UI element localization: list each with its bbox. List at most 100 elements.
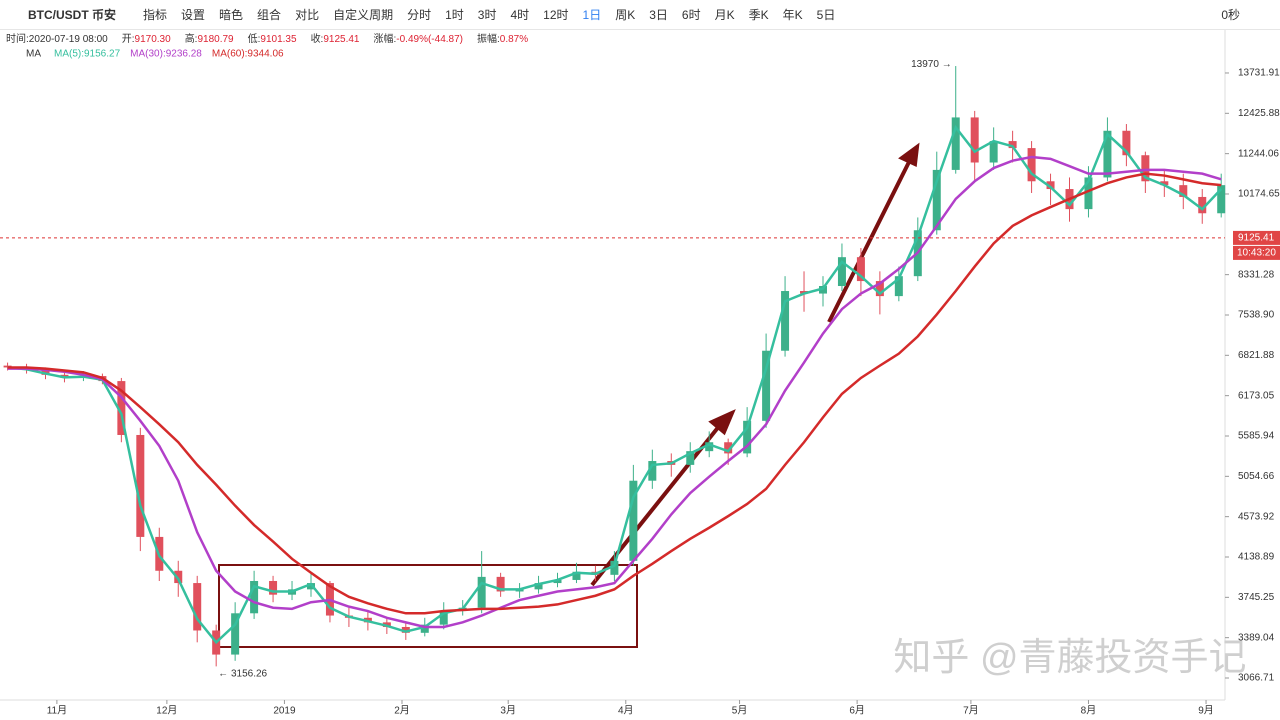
candle-body: [1141, 155, 1150, 182]
candle-body: [1122, 130, 1131, 156]
period-button[interactable]: 12时: [543, 8, 569, 22]
candle-body: [762, 350, 771, 421]
period-button[interactable]: 周K: [615, 8, 636, 22]
box: [218, 564, 638, 648]
countdown-box: [1233, 245, 1280, 260]
info-label: 振幅:: [477, 32, 500, 45]
tool-button[interactable]: 对比: [295, 8, 320, 22]
period-button[interactable]: 1日: [582, 8, 602, 22]
y-tick-label: 6173.05: [1238, 390, 1275, 401]
tool-button[interactable]: 自定义周期: [333, 8, 394, 22]
legend-entry: MA(30):9236.28: [130, 49, 202, 60]
y-tick-label: 7538.90: [1238, 310, 1275, 321]
period-button[interactable]: 5日: [816, 8, 836, 22]
info-value: 9101.35: [260, 34, 297, 45]
period-button[interactable]: 6时: [681, 8, 701, 22]
price-box: [1233, 230, 1280, 245]
x-tick-label: 2月: [394, 705, 410, 717]
price-label: 9125.41: [1238, 233, 1275, 244]
candle-body: [231, 613, 240, 655]
info-value: 9180.79: [197, 34, 234, 45]
candle-body: [894, 276, 903, 297]
candle-body: [1027, 148, 1036, 182]
period-button[interactable]: 年K: [782, 8, 803, 22]
candle-body: [932, 169, 941, 231]
tool-button[interactable]: 指标: [143, 8, 168, 22]
x-tick-label: 5月: [732, 705, 748, 717]
period-button[interactable]: 分时: [407, 8, 432, 22]
indicator-name: MA: [26, 49, 41, 60]
countdown-label: 10:43:20: [1237, 248, 1276, 259]
period-button[interactable]: 4时: [510, 8, 530, 22]
candle-body: [989, 141, 998, 163]
info-value: 2020-07-19 08:00: [29, 34, 108, 45]
info-value: -0.49%(-44.87): [396, 34, 463, 45]
min-label: ← 3156.26: [218, 668, 267, 679]
y-tick-label: 10174.65: [1238, 189, 1280, 200]
y-tick-label: 12425.88: [1238, 108, 1280, 119]
symbol[interactable]: BTC/USDT 币安: [28, 8, 116, 22]
candle-body: [401, 626, 410, 633]
candle-body: [856, 257, 865, 282]
info-label: 时间:: [6, 32, 29, 45]
info-label: 开:: [122, 34, 135, 45]
info-item: 收:9125.41: [311, 32, 360, 45]
period-button[interactable]: 3时: [477, 8, 497, 22]
candle-body: [951, 117, 960, 170]
candle-body: [705, 442, 714, 452]
tool-button[interactable]: 设置: [181, 8, 206, 22]
x-tick-label: 4月: [618, 705, 634, 717]
candle-body: [496, 576, 505, 592]
candle-body: [629, 480, 638, 561]
candle-body: [117, 381, 126, 435]
y-tick-label: 3745.25: [1238, 592, 1275, 603]
candle-body: [136, 434, 145, 537]
min-arrow: ←: [218, 668, 231, 679]
candle-body: [724, 442, 733, 454]
tool-button[interactable]: 暗色: [219, 8, 244, 22]
info-value: 9125.41: [323, 34, 360, 45]
period-button[interactable]: 季K: [748, 8, 769, 22]
info-item: 时间:2020-07-19 08:00: [6, 32, 108, 45]
candle-body: [837, 257, 846, 287]
candle-body: [553, 579, 562, 584]
tools: 指标 设置 暗色 组合 对比 自定义周期: [136, 6, 400, 23]
candle-body: [1179, 185, 1188, 197]
y-tick-label: 3389.04: [1238, 632, 1275, 643]
candle-body: [477, 576, 486, 608]
candle-body: [1198, 196, 1207, 214]
period-button[interactable]: 月K: [714, 8, 735, 22]
y-tick-label: 11244.06: [1238, 148, 1279, 159]
x-tick-label: 12月: [156, 705, 177, 717]
info: 时间:2020-07-19 08:00 开:9170.30 高:9180.79 低:9…: [6, 32, 528, 45]
watermark: 知乎 @青藤投资手记: [893, 637, 1246, 679]
candle-body: [1217, 185, 1226, 214]
candle-body: [174, 570, 183, 584]
period-button[interactable]: 1时: [445, 8, 464, 22]
info-item: 开:9170.30: [122, 34, 171, 45]
y-tick-label: 13731.91: [1238, 68, 1280, 79]
timer: 0秒: [1221, 8, 1240, 22]
y-tick-label: 5585.94: [1238, 431, 1275, 442]
info-label: 高:: [185, 32, 198, 45]
arrows: [590, 142, 920, 587]
candle-body: [686, 451, 695, 465]
max-label: 13970 →: [911, 59, 952, 70]
candle-body: [781, 291, 790, 351]
candle-body: [193, 583, 202, 631]
y-tick-label: 5054.66: [1238, 471, 1275, 482]
tool-button[interactable]: 组合: [257, 8, 282, 22]
info-label: 低:: [248, 32, 261, 45]
candle-body: [439, 611, 448, 625]
y-tick-label: 4573.92: [1238, 511, 1275, 522]
legend-entry: MA(60):9344.06: [212, 49, 284, 60]
y-tick-label: 8331.28: [1238, 269, 1275, 280]
info-value: 9170.30: [135, 34, 172, 45]
legend-entry: MA(5):9156.27: [54, 49, 121, 60]
period-button[interactable]: 3日: [649, 8, 668, 22]
min-value: 3156.26: [231, 668, 268, 679]
candle-body: [1084, 177, 1093, 210]
x-tick-label: 7月: [963, 705, 979, 717]
